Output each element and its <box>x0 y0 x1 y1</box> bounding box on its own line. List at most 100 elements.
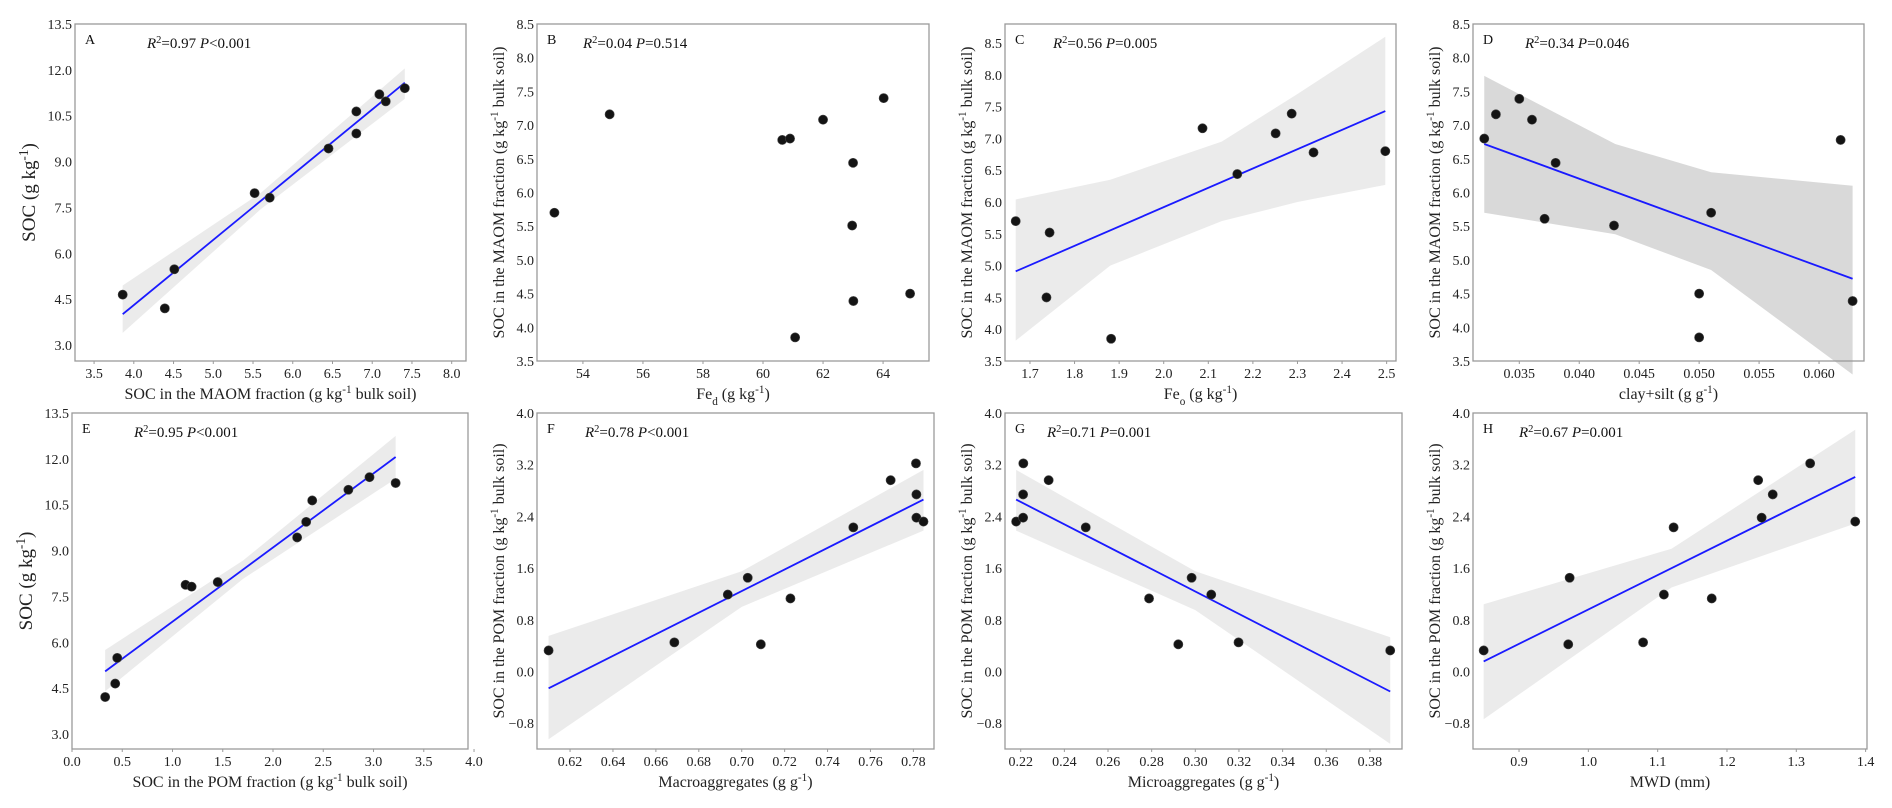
y-tick-label: 6.0 <box>55 247 73 262</box>
data-point <box>1564 572 1575 583</box>
y-tick-label: 2.4 <box>517 510 535 525</box>
data-point <box>1044 227 1055 238</box>
y-tick-label: 7.5 <box>52 590 70 605</box>
y-tick-label: 3.5 <box>1453 355 1471 370</box>
x-tick-label: 0.30 <box>1183 755 1208 770</box>
data-point <box>1385 645 1396 656</box>
data-point <box>264 192 275 203</box>
data-point <box>1753 475 1764 486</box>
plot-frame <box>1472 412 1868 750</box>
x-tick-label: 58 <box>696 367 710 382</box>
x-tick-label: 1.7 <box>1021 367 1039 382</box>
data-point <box>1018 512 1029 523</box>
data-point <box>1308 147 1319 158</box>
data-point <box>1232 169 1243 179</box>
x-axis-label: Fed (g kg-1) <box>696 384 770 408</box>
data-point <box>1206 589 1217 600</box>
data-point <box>1847 296 1858 306</box>
data-point <box>1233 637 1244 648</box>
x-tick-label: 2.1 <box>1200 367 1218 382</box>
x-tick-label: 2.2 <box>1244 367 1262 382</box>
data-point <box>351 106 362 117</box>
y-tick-label: 6.0 <box>517 187 535 202</box>
data-point <box>1835 135 1846 145</box>
regression-stats: R2=0.97 P<0.001 <box>146 35 251 53</box>
plot-frame <box>1472 23 1865 362</box>
panel-c: 1.7 1.8 1.9 2.0 2.1 2.2 2.3 2.4 2.5 3.5 4.0 4.5 5.0 5… <box>957 23 1397 408</box>
y-tick-label: 10.5 <box>48 110 73 125</box>
data-point <box>1694 288 1705 299</box>
y-tick-label: 4.5 <box>517 288 535 303</box>
data-point <box>159 303 170 314</box>
data-point <box>1479 133 1490 144</box>
x-tick-label: 1.5 <box>214 755 232 770</box>
panel-g: 0.22 0.24 0.26 0.28 0.30 0.32 0.34 0.36 0.38 −0.8… <box>957 407 1403 791</box>
data-point <box>742 572 753 583</box>
x-tick-label: 56 <box>636 367 650 382</box>
x-tick-label: 0.050 <box>1683 367 1715 382</box>
data-point <box>1609 220 1619 231</box>
y-tick-label: 8.5 <box>517 18 535 33</box>
panel-letter: H <box>1483 422 1493 437</box>
y-tick-label: 3.0 <box>55 339 73 354</box>
data-point <box>1197 123 1208 134</box>
y-axis-label: SOC in the MAOM fraction (g kg-1 bulk so… <box>957 47 976 339</box>
data-point <box>1668 522 1679 533</box>
x-tick-label: 1.0 <box>1580 755 1598 770</box>
y-tick-label: 2.4 <box>985 510 1003 525</box>
y-tick-label: 5.5 <box>985 228 1003 243</box>
regression-stats: R2=0.71 P=0.001 <box>1046 424 1151 442</box>
x-tick-label: 4.0 <box>125 367 143 382</box>
y-tick-label: −0.8 <box>977 717 1002 732</box>
x-tick-label: 0.64 <box>601 755 626 770</box>
data-point <box>169 264 180 275</box>
y-tick-label: 7.0 <box>517 119 535 134</box>
panel-letter: E <box>82 422 91 437</box>
y-tick-label: 3.2 <box>985 459 1003 474</box>
data-point <box>790 332 801 343</box>
y-tick-label: 1.6 <box>985 562 1003 577</box>
x-tick-label: 0.045 <box>1623 367 1655 382</box>
y-axis-label: SOC in the POM fraction (g kg-1 bulk soi… <box>957 443 976 718</box>
regression-line <box>1483 476 1856 663</box>
x-tick-label: 0.78 <box>901 755 926 770</box>
y-tick-label: 3.5 <box>985 355 1003 370</box>
y-tick-label: 4.5 <box>985 291 1003 306</box>
y-tick-label: 7.0 <box>1453 119 1471 134</box>
x-tick-label: 0.32 <box>1227 755 1252 770</box>
x-tick-label: 1.1 <box>1649 755 1667 770</box>
y-tick-label: 7.5 <box>985 101 1003 116</box>
y-axis-label: SOC in the MAOM fraction (g kg-1 bulk so… <box>489 47 508 339</box>
y-tick-label: 4.5 <box>55 293 73 308</box>
data-point <box>911 489 922 500</box>
data-point <box>1527 114 1537 125</box>
data-point <box>1286 108 1297 119</box>
data-point <box>1756 512 1767 523</box>
x-tick-label: 6.5 <box>324 367 342 382</box>
data-point <box>911 458 921 469</box>
y-tick-label: 1.6 <box>517 562 535 577</box>
panel-letter: B <box>547 33 556 48</box>
data-point <box>1706 593 1717 604</box>
x-tick-label: 2.0 <box>264 755 282 770</box>
data-point <box>549 207 560 218</box>
x-tick-label: 0.22 <box>1008 755 1033 770</box>
data-point <box>669 637 680 648</box>
regression-stats: R2=0.34 P=0.046 <box>1524 35 1630 53</box>
data-point <box>390 478 401 488</box>
x-tick-label: 0.36 <box>1314 755 1339 770</box>
data-point <box>1706 207 1717 218</box>
y-tick-label: 0.0 <box>1453 665 1471 680</box>
data-point <box>1638 637 1649 648</box>
x-tick-label: 0.5 <box>114 755 132 770</box>
y-tick-label: 6.5 <box>1453 153 1471 168</box>
x-axis-label: Feo (g kg-1) <box>1164 384 1238 408</box>
x-axis-label: Microaggregates (g g-1) <box>1128 772 1280 791</box>
y-tick-label: 4.0 <box>1453 321 1471 336</box>
y-tick-label: 4.0 <box>1453 407 1471 422</box>
y-tick-label: 8.5 <box>1453 18 1471 33</box>
x-tick-label: 1.2 <box>1718 755 1736 770</box>
y-tick-label: 5.5 <box>517 220 535 235</box>
y-tick-label: 5.0 <box>985 260 1003 275</box>
y-tick-label: 1.6 <box>1453 562 1471 577</box>
